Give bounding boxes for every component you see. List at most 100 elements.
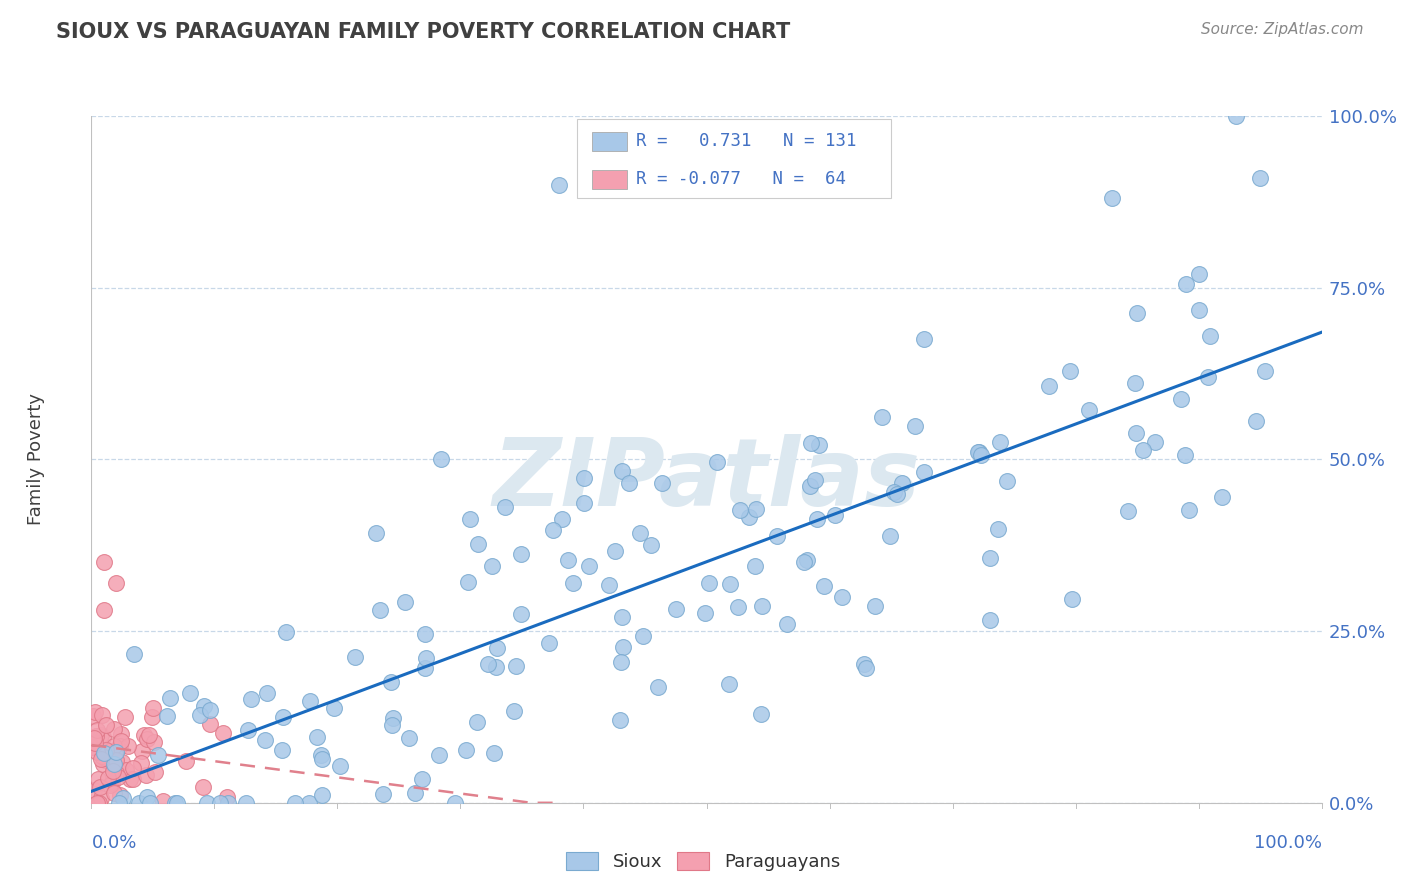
Point bbox=[443, 796, 465, 810]
Text: ZIPatlas: ZIPatlas bbox=[492, 434, 921, 526]
Point bbox=[870, 410, 893, 425]
Point bbox=[1197, 370, 1219, 384]
Point bbox=[979, 613, 1001, 627]
Point bbox=[371, 787, 394, 801]
Point bbox=[793, 555, 815, 569]
Point bbox=[510, 547, 533, 561]
Point bbox=[91, 730, 114, 744]
Point bbox=[744, 501, 766, 516]
Point bbox=[166, 796, 188, 810]
Legend: Sioux, Paraguayans: Sioux, Paraguayans bbox=[558, 845, 848, 879]
Point bbox=[271, 742, 294, 756]
Point bbox=[693, 607, 716, 621]
Point bbox=[1132, 442, 1154, 457]
Point bbox=[159, 691, 181, 706]
Point bbox=[311, 747, 333, 762]
Point bbox=[398, 731, 420, 745]
Point bbox=[284, 796, 307, 810]
Point bbox=[193, 698, 215, 713]
Point bbox=[323, 700, 346, 714]
Point bbox=[578, 559, 600, 574]
Point bbox=[744, 558, 766, 573]
Point bbox=[305, 731, 328, 745]
Point bbox=[610, 610, 633, 624]
Point bbox=[364, 525, 387, 540]
Point bbox=[751, 599, 773, 613]
Point bbox=[979, 550, 1001, 565]
Point bbox=[457, 574, 479, 589]
Point bbox=[98, 778, 121, 792]
Point bbox=[612, 640, 634, 654]
Bar bbox=[592, 132, 627, 151]
Point bbox=[430, 452, 453, 467]
Point bbox=[86, 745, 108, 759]
Point bbox=[427, 747, 450, 762]
Point bbox=[89, 780, 111, 795]
Point bbox=[90, 728, 112, 742]
Point bbox=[93, 749, 115, 764]
Point bbox=[94, 753, 117, 767]
Point bbox=[311, 752, 333, 766]
Point bbox=[1059, 364, 1081, 378]
Point bbox=[84, 705, 107, 719]
Point bbox=[610, 655, 633, 669]
Point bbox=[142, 735, 165, 749]
Point bbox=[136, 732, 159, 747]
Point bbox=[96, 742, 118, 756]
Point bbox=[298, 796, 321, 810]
Point bbox=[121, 772, 143, 786]
Point bbox=[465, 714, 488, 729]
Point bbox=[143, 765, 166, 780]
Point bbox=[152, 794, 174, 808]
Point bbox=[730, 503, 752, 517]
Point bbox=[415, 651, 437, 665]
Point bbox=[107, 741, 129, 756]
Point bbox=[631, 629, 654, 643]
Point bbox=[108, 789, 131, 803]
Point bbox=[413, 626, 436, 640]
Point bbox=[766, 528, 789, 542]
Point bbox=[93, 746, 115, 760]
Point bbox=[796, 553, 818, 567]
Point bbox=[209, 796, 232, 810]
Point bbox=[912, 332, 935, 346]
Point bbox=[456, 742, 478, 756]
Point bbox=[132, 728, 155, 742]
Point bbox=[551, 512, 574, 526]
Point bbox=[458, 512, 481, 526]
Point bbox=[198, 703, 221, 717]
Point bbox=[142, 701, 165, 715]
Point bbox=[1060, 591, 1083, 606]
Point bbox=[617, 475, 640, 490]
Point bbox=[276, 625, 298, 640]
Point bbox=[103, 756, 125, 771]
Point bbox=[598, 578, 620, 592]
Point bbox=[557, 553, 579, 567]
Point bbox=[382, 711, 405, 725]
Point bbox=[967, 444, 990, 458]
Point bbox=[891, 475, 914, 490]
Point bbox=[254, 733, 277, 747]
Point bbox=[240, 692, 263, 706]
Point bbox=[803, 473, 825, 487]
Point bbox=[1198, 329, 1220, 343]
Point bbox=[1038, 379, 1060, 393]
Point bbox=[118, 772, 141, 787]
Point bbox=[90, 790, 112, 805]
Point bbox=[87, 772, 110, 786]
Point bbox=[486, 641, 509, 656]
Point bbox=[128, 796, 150, 810]
Point bbox=[967, 445, 990, 459]
Point bbox=[138, 796, 160, 810]
Point bbox=[1188, 267, 1211, 281]
Point bbox=[84, 730, 107, 744]
Point bbox=[86, 796, 108, 810]
Point bbox=[538, 636, 561, 650]
Point bbox=[800, 436, 823, 450]
Point bbox=[94, 718, 117, 732]
Point bbox=[200, 717, 222, 731]
Point bbox=[343, 650, 366, 665]
Point bbox=[1225, 109, 1247, 123]
Text: R = -0.077   N =  64: R = -0.077 N = 64 bbox=[637, 170, 846, 188]
Bar bbox=[592, 169, 627, 189]
